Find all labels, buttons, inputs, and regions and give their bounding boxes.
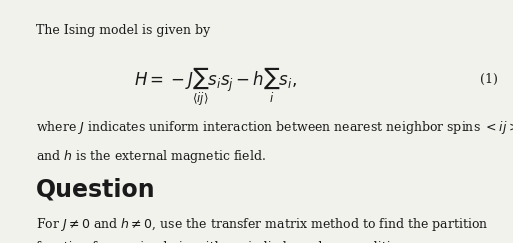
Text: The Ising model is given by: The Ising model is given by [36,24,210,37]
Text: function for a spin-chain with periodic boundary conditions.: function for a spin-chain with periodic … [36,241,417,243]
Text: Question: Question [36,177,155,201]
Text: $H = -J \sum_{\langle ij \rangle} s_i s_j - h \sum_{i} s_i,$: $H = -J \sum_{\langle ij \rangle} s_i s_… [134,66,297,109]
Text: and $h$ is the external magnetic field.: and $h$ is the external magnetic field. [36,148,266,165]
Text: For $J \neq 0$ and $h \neq 0$, use the transfer matrix method to find the partit: For $J \neq 0$ and $h \neq 0$, use the t… [36,216,488,233]
Text: where $J$ indicates uniform interaction between nearest neighbor spins $< ij >$: where $J$ indicates uniform interaction … [36,119,513,136]
Text: (1): (1) [480,73,498,86]
